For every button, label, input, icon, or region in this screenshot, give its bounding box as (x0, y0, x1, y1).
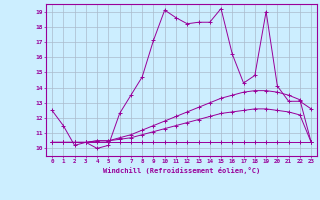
X-axis label: Windchill (Refroidissement éolien,°C): Windchill (Refroidissement éolien,°C) (103, 167, 260, 174)
